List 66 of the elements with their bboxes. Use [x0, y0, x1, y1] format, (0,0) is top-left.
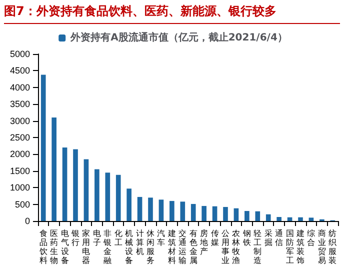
y-tick-label: 2000: [10, 149, 30, 160]
bar: [244, 210, 250, 221]
x-tick-label: 建筑装饰: [296, 229, 304, 265]
bar: [234, 208, 239, 221]
bar: [52, 117, 56, 221]
bar: [116, 174, 121, 221]
y-tick-label: 4500: [10, 66, 30, 76]
x-tick-label: 商业贸易: [318, 229, 326, 265]
bar: [202, 206, 206, 221]
x-tick-label: 计算机: [136, 229, 144, 256]
bar: [298, 217, 303, 221]
bar: [190, 204, 196, 221]
x-tick-label: 综合: [307, 229, 316, 247]
x-tick-label: 轻工制造: [254, 229, 262, 265]
chart-title: 图7：外资持有食品饮料、医药、新能源、银行较多: [4, 3, 340, 24]
bar: [137, 196, 142, 221]
x-tick-label: 非银金融: [102, 229, 112, 265]
y-tick-label: 2500: [10, 132, 30, 142]
bar: [73, 149, 78, 221]
x-tick-label: 国防军工: [286, 229, 294, 265]
y-tick-label: 4000: [10, 82, 30, 92]
bar: [266, 214, 271, 221]
x-tick-label: 公用事业: [222, 229, 230, 265]
x-tick-label: 化工: [114, 229, 122, 247]
y-tick-label: 0: [24, 216, 30, 226]
x-tick-label: 电气设备: [60, 229, 69, 265]
x-tick-label: 传媒: [210, 229, 219, 247]
bar: [84, 159, 89, 221]
bar: [126, 188, 132, 221]
x-tick-label: 建筑材料: [166, 229, 176, 265]
bar: [148, 198, 153, 221]
y-tick-label: 3000: [10, 116, 30, 126]
x-tick-label: 休闲服务: [146, 229, 154, 265]
x-tick-label: 汽车: [157, 229, 166, 247]
y-tick-label: 500: [14, 199, 30, 210]
x-tick-label: 房地产: [199, 229, 208, 256]
bar: [94, 169, 100, 221]
x-tick-label: 农林牧渔: [231, 229, 240, 265]
y-tick-label: 3500: [10, 99, 30, 110]
x-tick-label: 食品饮料: [38, 229, 48, 265]
x-tick-label: 纺织服装: [328, 229, 337, 265]
bar: [276, 216, 282, 221]
bar: [40, 74, 46, 221]
bar: [158, 200, 164, 221]
x-tick-label: 钢铁: [242, 229, 251, 247]
x-tick-label: 医药生物: [50, 229, 58, 265]
x-tick-label: 机械设备: [125, 229, 134, 265]
x-tick-label: 采掘: [264, 229, 272, 247]
x-tick-label: 银行: [70, 229, 80, 247]
y-tick-label: 5000: [10, 49, 30, 59]
bar: [105, 172, 110, 221]
bar: [170, 200, 174, 221]
legend-label: 外资持有A股流通市值（亿元，截止2021/6/4）: [70, 32, 288, 44]
x-tick-label: 有色金属: [189, 229, 198, 265]
x-tick-label: 通信: [275, 229, 284, 247]
y-tick-label: 1000: [10, 182, 30, 193]
bar: [180, 202, 186, 221]
x-tick-label: 交通运输: [178, 229, 187, 265]
x-tick-label: 电子: [92, 229, 101, 247]
bar: [308, 218, 314, 221]
x-tick-label: 家用电器: [82, 229, 90, 265]
bar: [62, 148, 68, 221]
bar: [255, 211, 260, 221]
bar: [212, 206, 218, 221]
y-tick-label: 1500: [10, 166, 30, 176]
bar: [223, 206, 228, 221]
